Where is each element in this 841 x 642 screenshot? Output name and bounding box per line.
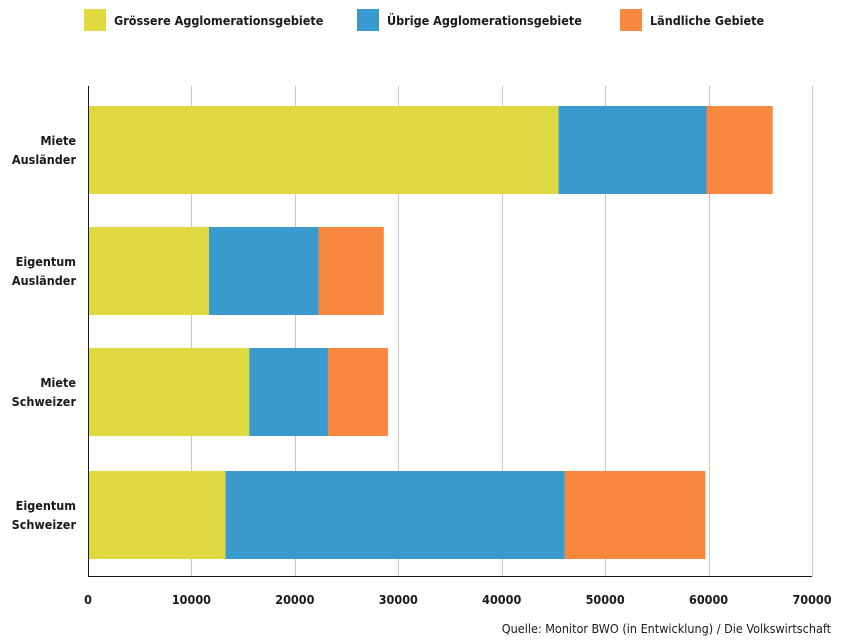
legend-item: Übrige Agglomerationsgebiete bbox=[357, 8, 582, 32]
x-tick-label: 20000 bbox=[275, 592, 314, 607]
category-label: Eigentum bbox=[16, 254, 76, 269]
category-label: Miete bbox=[40, 133, 76, 148]
x-tick-label: 40000 bbox=[482, 592, 521, 607]
category-label: Ausländer bbox=[12, 152, 77, 167]
category-label: Eigentum bbox=[16, 498, 76, 513]
bar-segment bbox=[88, 227, 210, 315]
bar-segment bbox=[327, 348, 388, 436]
bar-segment bbox=[88, 348, 250, 436]
x-tick-label: 0 bbox=[84, 592, 92, 607]
bar-segment bbox=[209, 227, 319, 315]
x-tick-label: 60000 bbox=[689, 592, 728, 607]
bar-segment bbox=[564, 471, 706, 559]
bar-segment bbox=[318, 227, 384, 315]
bar-segment bbox=[706, 106, 773, 194]
bar-segment bbox=[249, 348, 328, 436]
legend-label: Ländliche Gebiete bbox=[650, 12, 765, 28]
legend-label: Grössere Agglomerationsgebiete bbox=[114, 12, 324, 28]
category-label: Miete bbox=[40, 375, 76, 390]
bar-segment bbox=[558, 106, 707, 194]
x-tick-label: 70000 bbox=[792, 592, 831, 607]
legend-item: Ländliche Gebiete bbox=[620, 8, 764, 32]
legend-item: Grössere Agglomerationsgebiete bbox=[84, 8, 323, 32]
legend-swatch bbox=[357, 9, 379, 31]
x-tick-label: 50000 bbox=[586, 592, 625, 607]
bar-segment bbox=[88, 106, 559, 194]
legend-swatch bbox=[620, 9, 642, 31]
source-note: Quelle: Monitor BWO (in Entwicklung) / D… bbox=[501, 621, 831, 636]
legend: Grössere Agglomerationsgebiete Übrige Agg… bbox=[0, 8, 841, 32]
category-label: Schweizer bbox=[12, 517, 77, 532]
bar-segment bbox=[88, 471, 226, 559]
legend-label: Übrige Agglomerationsgebiete bbox=[387, 12, 582, 28]
bar-segment bbox=[225, 471, 565, 559]
x-tick-label: 30000 bbox=[379, 592, 418, 607]
category-label: Ausländer bbox=[12, 273, 77, 288]
x-tick-label: 10000 bbox=[172, 592, 211, 607]
legend-swatch bbox=[84, 9, 106, 31]
category-label: Schweizer bbox=[12, 394, 77, 409]
